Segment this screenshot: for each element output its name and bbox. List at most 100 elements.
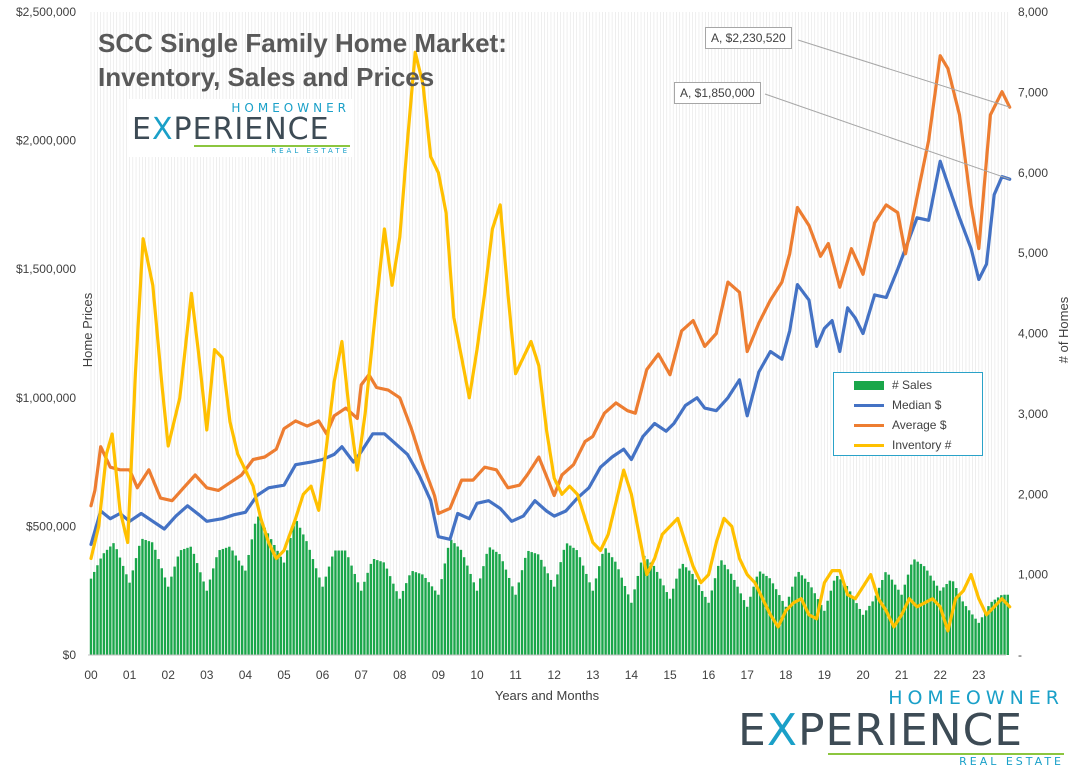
y-tick-right: - [1018, 648, 1022, 662]
sales-bar [540, 559, 543, 655]
x-tick: 13 [586, 668, 600, 682]
sales-bar [372, 558, 376, 655]
sales-bar [382, 562, 385, 655]
sales-bar [279, 556, 282, 655]
sales-bar [314, 568, 318, 655]
sales-bar [620, 577, 623, 655]
sales-bar [414, 572, 418, 655]
sales-bar [398, 598, 401, 655]
sales-bar [437, 594, 440, 655]
sales-bar [800, 575, 804, 655]
sales-bar [919, 563, 923, 655]
sales-bar [536, 554, 540, 655]
sales-bar [240, 565, 244, 655]
sales-bar [984, 611, 987, 655]
logo-small-bottom: REAL ESTATE [194, 145, 350, 155]
y-axis-right-label: # of Homes [1056, 296, 1071, 363]
sales-bar [797, 571, 800, 655]
sales-bar [302, 534, 305, 655]
connector-average [797, 39, 1010, 108]
sales-bar [588, 582, 591, 655]
sales-bar [665, 592, 668, 655]
sales-bar [340, 550, 344, 655]
sales-bar [630, 602, 633, 655]
sales-bar [112, 543, 115, 655]
sales-bar [614, 561, 617, 655]
sales-bar [990, 601, 993, 655]
x-tick: 03 [200, 668, 214, 682]
x-tick: 19 [818, 668, 832, 682]
sales-bar [392, 583, 395, 655]
sales-bar [183, 548, 186, 655]
sales-bar [150, 542, 154, 655]
sales-bar [257, 516, 260, 655]
sales-bar [427, 582, 430, 655]
sales-bar [787, 596, 791, 655]
sales-bar [121, 565, 125, 655]
sales-bar [308, 549, 311, 655]
sales-bar [282, 562, 286, 655]
sales-bar [672, 588, 675, 655]
sales-bar [832, 580, 836, 655]
sales-bar [675, 578, 678, 655]
legend-swatch-median [854, 403, 884, 407]
sales-bar [533, 553, 537, 655]
sales-bar [977, 622, 980, 655]
sales-bar [971, 614, 974, 655]
sales-bar [488, 547, 492, 655]
sales-bar [848, 591, 852, 655]
sales-bar [916, 561, 919, 655]
sales-bar [575, 550, 578, 655]
sales-bar [581, 565, 585, 655]
sales-bar [360, 590, 363, 655]
sales-bar [424, 577, 427, 655]
tick-labels: $0 $500,000 $1,000,000 $1,500,000 $2,000,000… [16, 5, 1048, 682]
sales-bar [643, 555, 646, 655]
x-tick: 09 [432, 668, 446, 682]
sales-bar [507, 577, 511, 655]
sales-bar [913, 559, 916, 655]
sales-bar [710, 590, 714, 655]
sales-bar [996, 597, 1000, 655]
sales-bar [96, 565, 99, 655]
sales-bar [379, 561, 382, 655]
sales-bar [260, 522, 263, 655]
x-tick: 08 [393, 668, 407, 682]
sales-bar [906, 574, 910, 655]
sales-bar [443, 563, 447, 655]
sales-bar [450, 539, 453, 655]
sales-bar [105, 549, 109, 655]
sales-bar [247, 554, 250, 655]
y-tick-left: $1,500,000 [16, 262, 76, 276]
sales-bar [289, 538, 292, 655]
sales-bar [163, 577, 167, 655]
sales-bar [926, 570, 929, 655]
sales-bar [598, 566, 601, 655]
chart-title-line-1: SCC Single Family Home Market: [98, 28, 507, 58]
sales-bar [376, 560, 379, 655]
sales-bar [791, 586, 794, 655]
annotation-average-max: A, $2,230,520 [705, 27, 792, 49]
sales-bar [688, 570, 691, 655]
sales-bar [189, 546, 192, 655]
sales-bar [1006, 594, 1009, 655]
x-tick: 10 [470, 668, 484, 682]
x-axis-label: Years and Months [495, 688, 600, 703]
x-tick: 04 [239, 668, 253, 682]
sales-bar [819, 604, 823, 655]
y-tick-left: $2,500,000 [16, 5, 76, 19]
sales-bar [607, 552, 611, 655]
sales-bar [874, 595, 878, 655]
y-tick-right: 2,000 [1018, 487, 1048, 501]
sales-bar [298, 527, 302, 655]
sales-bar [755, 576, 759, 655]
sales-bar [417, 573, 421, 655]
sales-bar [186, 547, 189, 655]
y-tick-right: 7,000 [1018, 85, 1048, 99]
sales-bar [803, 578, 807, 655]
inventory-line [89, 50, 1012, 633]
sales-bar [569, 545, 572, 655]
sales-bar [327, 566, 331, 655]
sales-bar [726, 569, 730, 655]
x-tick: 18 [779, 668, 793, 682]
